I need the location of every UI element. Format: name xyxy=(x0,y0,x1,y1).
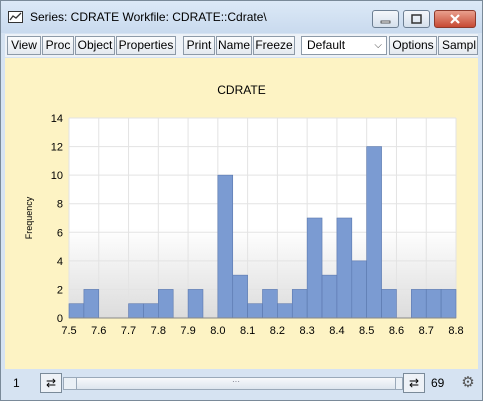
x-tick-label: 7.8 xyxy=(151,325,166,337)
histogram-bar xyxy=(291,289,308,319)
y-tick-label: 6 xyxy=(57,227,63,239)
scrollbar-thumb[interactable]: ··· xyxy=(76,378,396,389)
x-tick-label: 8.1 xyxy=(240,325,255,337)
histogram-bar xyxy=(247,303,263,319)
x-tick-label: 8.3 xyxy=(300,325,315,337)
print-button[interactable]: Print xyxy=(183,36,215,55)
gear-icon[interactable]: ⚙ xyxy=(461,374,475,391)
object-button[interactable]: Object xyxy=(75,36,115,55)
maximize-button[interactable] xyxy=(403,10,430,28)
view-button[interactable]: View xyxy=(7,36,41,55)
y-tick-label: 0 xyxy=(57,313,63,325)
x-tick-label: 8.4 xyxy=(329,325,344,337)
y-axis-label: Frequency xyxy=(24,196,34,239)
properties-button[interactable]: Properties xyxy=(116,36,176,55)
y-tick-label: 4 xyxy=(57,256,63,268)
y-tick-label: 10 xyxy=(51,170,63,182)
x-tick-label: 8.6 xyxy=(389,325,404,337)
x-tick-label: 7.7 xyxy=(121,325,136,337)
window-title: Series: CDRATE Workfile: CDRATE::Cdrate\ xyxy=(30,10,267,24)
histogram-bar xyxy=(381,289,397,319)
histogram-bar xyxy=(143,303,159,319)
sample-end-value: 69 xyxy=(431,376,445,390)
options-button[interactable]: Options xyxy=(389,36,437,55)
x-tick-label: 8.2 xyxy=(270,325,285,337)
histogram-bar xyxy=(217,174,234,319)
histogram-bar xyxy=(187,289,204,319)
scroll-left-arrows-icon[interactable]: ⇄ xyxy=(40,373,62,393)
name-button[interactable]: Name xyxy=(216,36,252,55)
histogram-bar xyxy=(68,303,85,319)
graph-template-dropdown[interactable]: Default ⌵ xyxy=(301,36,387,55)
x-tick-label: 8.7 xyxy=(419,325,434,337)
horizontal-scrollbar[interactable]: ··· xyxy=(63,377,403,390)
scroll-right-arrows-icon[interactable]: ⇄ xyxy=(403,373,425,393)
histogram-bar xyxy=(440,289,457,319)
freeze-button[interactable]: Freeze xyxy=(253,36,295,55)
histogram-bar xyxy=(232,274,248,319)
y-tick-label: 12 xyxy=(51,142,63,154)
histogram-bar xyxy=(262,289,278,319)
histogram-bar xyxy=(366,146,382,319)
proc-button[interactable]: Proc xyxy=(42,36,74,55)
y-tick-label: 2 xyxy=(57,284,63,296)
x-tick-label: 8.8 xyxy=(448,325,463,337)
histogram-bar xyxy=(277,303,293,319)
chevron-down-icon: ⌵ xyxy=(374,40,382,51)
histogram-bar xyxy=(321,274,338,319)
histogram-bar xyxy=(83,289,100,319)
histogram-bar xyxy=(351,260,367,319)
x-tick-label: 7.9 xyxy=(180,325,195,337)
sample-start-value: 1 xyxy=(13,376,20,390)
histogram-chart: 0 2 4 6 8 10 12 14 7.5 7.6 7.7 7.8 7.9 8.0 8.1 8.2 8.3 8.… xyxy=(24,113,464,337)
close-button[interactable] xyxy=(434,10,476,28)
dropdown-value: Default xyxy=(307,38,346,52)
sample-button[interactable]: Sampl xyxy=(438,36,478,55)
histogram-bar xyxy=(306,217,323,319)
histogram-bar xyxy=(128,303,144,319)
y-tick-label: 14 xyxy=(51,113,63,125)
toolbar: View Proc Object Properties Print Name F… xyxy=(5,34,478,57)
x-tick-label: 7.5 xyxy=(61,325,76,337)
graph-area[interactable]: CDRATE 0 2 4 6 8 10 12 14 7.5 7.6 7.7 7.8 7.9 8.0 8.1 8… xyxy=(5,58,478,369)
histogram-bar xyxy=(411,289,427,319)
histogram-bar xyxy=(158,289,174,319)
histogram-bar xyxy=(425,289,442,319)
plot-background xyxy=(69,118,456,318)
status-bar: 1 ⇄ ··· ⇄ 69 ⚙ xyxy=(5,370,478,397)
series-window-icon xyxy=(8,11,23,23)
x-tick-label: 8.0 xyxy=(210,325,225,337)
minimize-button[interactable] xyxy=(372,10,399,28)
y-tick-label: 8 xyxy=(57,199,63,211)
x-tick-label: 8.5 xyxy=(359,325,374,337)
x-tick-label: 7.6 xyxy=(91,325,106,337)
chart-title: CDRATE xyxy=(217,83,266,97)
title-bar[interactable]: Series: CDRATE Workfile: CDRATE::Cdrate\ xyxy=(1,1,482,33)
histogram-bar xyxy=(336,217,353,319)
